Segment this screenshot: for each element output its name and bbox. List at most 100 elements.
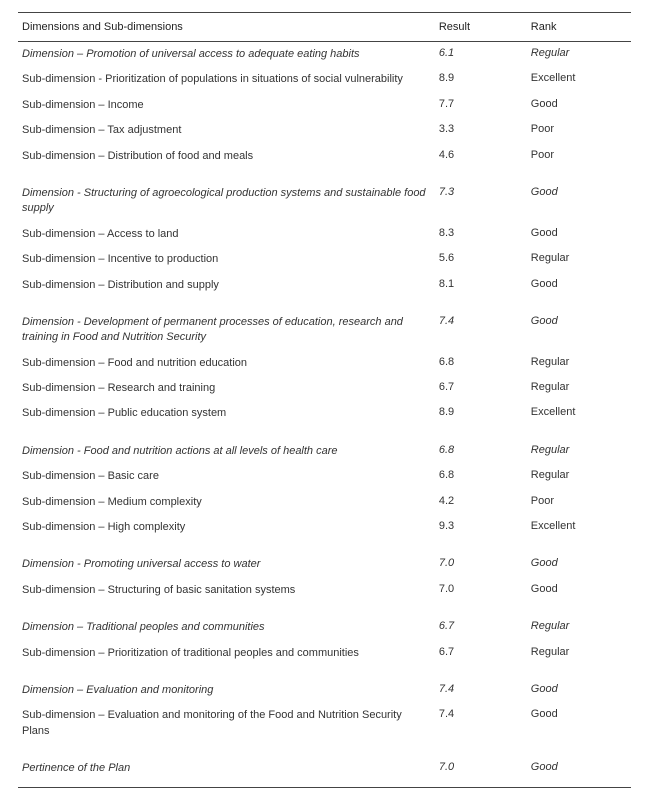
row-label: Dimension - Development of permanent pro… [18,310,435,351]
sub-dimension-row: Sub-dimension – Incentive to production5… [18,247,631,272]
row-label: Sub-dimension – Income [18,93,435,118]
row-rank: Regular [527,351,631,376]
row-label: Sub-dimension – Incentive to production [18,247,435,272]
spacer-row [18,666,631,678]
row-label: Sub-dimension – Medium complexity [18,490,435,515]
row-rank: Good [527,756,631,787]
dimension-row: Dimension - Structuring of agroecologica… [18,181,631,222]
sub-dimension-row: Sub-dimension – High complexity9.3Excell… [18,515,631,540]
row-label: Sub-dimension – Distribution and supply [18,273,435,298]
row-result: 7.4 [435,703,527,744]
row-label: Sub-dimension – Public education system [18,401,435,426]
sub-dimension-row: Sub-dimension – Tax adjustment3.3Poor [18,118,631,143]
row-label: Sub-dimension – Prioritization of tradit… [18,641,435,666]
sub-dimension-row: Sub-dimension – Food and nutrition educa… [18,351,631,376]
row-label: Dimension - Food and nutrition actions a… [18,439,435,464]
row-label: Sub-dimension – Evaluation and monitorin… [18,703,435,744]
row-label: Pertinence of the Plan [18,756,435,787]
dimension-row: Dimension - Promoting universal access t… [18,552,631,577]
row-result: 4.2 [435,490,527,515]
row-label: Sub-dimension - Prioritization of popula… [18,67,435,92]
row-result: 6.8 [435,351,527,376]
row-rank: Regular [527,247,631,272]
sub-dimension-row: Sub-dimension – Distribution and supply8… [18,273,631,298]
row-rank: Good [527,552,631,577]
row-label: Dimension – Evaluation and monitoring [18,678,435,703]
sub-dimension-row: Sub-dimension – Medium complexity4.2Poor [18,490,631,515]
row-rank: Regular [527,641,631,666]
row-result: 4.6 [435,144,527,169]
row-result: 7.4 [435,678,527,703]
dimension-row: Dimension – Traditional peoples and comm… [18,615,631,640]
header-dimensions: Dimensions and Sub-dimensions [18,13,435,42]
row-label: Dimension – Promotion of universal acces… [18,42,435,68]
spacer-row [18,169,631,181]
spacer-row [18,540,631,552]
spacer-row [18,744,631,756]
row-rank: Good [527,578,631,603]
sub-dimension-row: Sub-dimension – Evaluation and monitorin… [18,703,631,744]
row-label: Sub-dimension – Food and nutrition educa… [18,351,435,376]
row-rank: Poor [527,490,631,515]
spacer-row [18,298,631,310]
row-rank: Good [527,222,631,247]
row-result: 6.8 [435,439,527,464]
sub-dimension-row: Sub-dimension – Income7.7Good [18,93,631,118]
dimension-row: Dimension – Promotion of universal acces… [18,42,631,68]
row-rank: Good [527,703,631,744]
row-result: 7.0 [435,578,527,603]
row-label: Sub-dimension – Research and training [18,376,435,401]
row-result: 7.3 [435,181,527,222]
row-result: 3.3 [435,118,527,143]
row-result: 6.1 [435,42,527,68]
row-rank: Poor [527,118,631,143]
header-rank: Rank [527,13,631,42]
row-result: 9.3 [435,515,527,540]
spacer-row [18,603,631,615]
row-label: Sub-dimension – Access to land [18,222,435,247]
row-rank: Regular [527,376,631,401]
spacer-row [18,427,631,439]
row-rank: Good [527,93,631,118]
row-label: Sub-dimension – High complexity [18,515,435,540]
row-label: Sub-dimension – Basic care [18,464,435,489]
row-rank: Regular [527,615,631,640]
row-label: Dimension - Structuring of agroecologica… [18,181,435,222]
sub-dimension-row: Sub-dimension – Public education system8… [18,401,631,426]
dimension-row: Dimension – Evaluation and monitoring7.4… [18,678,631,703]
row-label: Dimension – Traditional peoples and comm… [18,615,435,640]
row-result: 8.3 [435,222,527,247]
row-result: 7.0 [435,756,527,787]
row-rank: Good [527,181,631,222]
sub-dimension-row: Sub-dimension - Prioritization of popula… [18,67,631,92]
header-row: Dimensions and Sub-dimensions Result Ran… [18,13,631,42]
sub-dimension-row: Sub-dimension – Structuring of basic san… [18,578,631,603]
row-result: 7.7 [435,93,527,118]
row-rank: Excellent [527,515,631,540]
row-result: 6.7 [435,641,527,666]
row-rank: Regular [527,439,631,464]
row-label: Sub-dimension – Structuring of basic san… [18,578,435,603]
row-rank: Excellent [527,401,631,426]
header-result: Result [435,13,527,42]
row-rank: Good [527,678,631,703]
row-result: 6.7 [435,615,527,640]
row-result: 6.7 [435,376,527,401]
row-rank: Good [527,273,631,298]
row-label: Dimension - Promoting universal access t… [18,552,435,577]
row-label: Sub-dimension – Distribution of food and… [18,144,435,169]
row-rank: Good [527,310,631,351]
row-rank: Poor [527,144,631,169]
row-rank: Regular [527,42,631,68]
row-result: 6.8 [435,464,527,489]
row-result: 7.4 [435,310,527,351]
dimension-row: Dimension - Development of permanent pro… [18,310,631,351]
sub-dimension-row: Sub-dimension – Distribution of food and… [18,144,631,169]
sub-dimension-row: Sub-dimension – Access to land8.3Good [18,222,631,247]
row-result: 7.0 [435,552,527,577]
row-rank: Regular [527,464,631,489]
dimension-row: Pertinence of the Plan7.0Good [18,756,631,787]
row-result: 5.6 [435,247,527,272]
sub-dimension-row: Sub-dimension – Research and training6.7… [18,376,631,401]
sub-dimension-row: Sub-dimension – Basic care6.8Regular [18,464,631,489]
